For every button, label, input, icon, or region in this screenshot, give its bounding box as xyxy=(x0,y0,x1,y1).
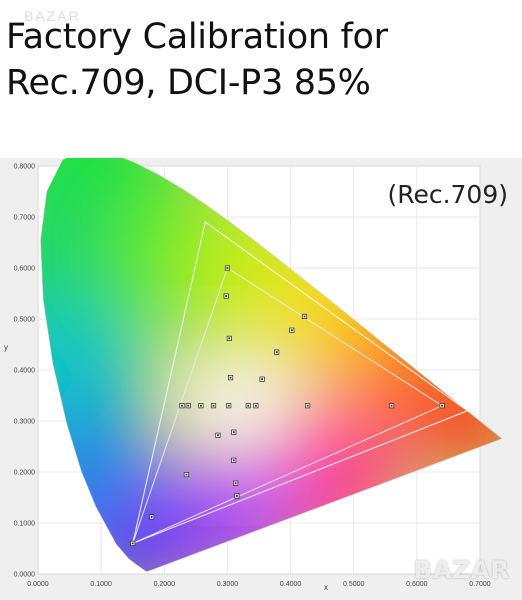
measurement-point-core xyxy=(234,482,237,485)
y-tick-label: 0.2000 xyxy=(14,470,36,477)
horseshoe-white-center xyxy=(170,345,311,466)
y-tick-label: 0.8000 xyxy=(14,164,36,171)
y-tick-label: 0.0000 xyxy=(14,572,36,579)
y-tick-label: 0.1000 xyxy=(14,521,36,528)
measurement-point-core xyxy=(275,351,278,354)
measurement-point-core xyxy=(200,404,202,407)
x-tick-label: 0.5000 xyxy=(343,581,365,588)
measurement-point-core xyxy=(441,404,444,407)
measurement-point-core xyxy=(290,329,293,332)
gamut-triangle xyxy=(131,221,469,545)
measurement-point-core xyxy=(150,515,153,518)
measurement-point-core xyxy=(185,473,188,476)
measurement-point-core xyxy=(236,495,238,497)
measurement-point-core xyxy=(229,376,232,379)
watermark-text: BAZAR xyxy=(24,8,81,24)
measured-points xyxy=(130,265,445,546)
cie-chromaticity-chart: 0.0000 0.1000 0.2000 0.3000 0.4000 0.5000 0.60… xyxy=(4,158,503,592)
x-tick-label: 0.3000 xyxy=(217,581,239,588)
x-axis-label: x xyxy=(324,583,328,592)
measurement-point-core xyxy=(212,404,215,407)
x-tick-label: 0.2000 xyxy=(154,581,176,588)
measurement-point-core xyxy=(187,404,190,407)
page-headline: Factory Calibration for Rec.709, DCI-P3 … xyxy=(6,14,518,106)
measurement-point-core xyxy=(232,431,235,434)
measurement-point-core xyxy=(227,404,230,407)
y-tick-label: 0.6000 xyxy=(14,266,36,273)
y-tick-label: 0.5000 xyxy=(14,317,36,324)
chart-panel: 0.0000 0.1000 0.2000 0.3000 0.4000 0.5000 0.60… xyxy=(0,158,522,600)
measurement-point-core xyxy=(390,404,393,407)
logo-watermark: BAZAR xyxy=(413,556,510,584)
measurement-point-core xyxy=(226,267,229,269)
x-tick-label: 0.6000 xyxy=(406,581,428,588)
x-tick-label: 0.0000 xyxy=(27,581,49,588)
measurement-point-core xyxy=(131,542,134,545)
x-tick-label: 0.7000 xyxy=(469,581,491,588)
measurement-point-core xyxy=(254,404,257,407)
measurement-point-core xyxy=(232,459,235,462)
chart-annotation: (Rec.709) xyxy=(387,180,508,209)
spectral-locus-outline xyxy=(40,158,503,572)
measurement-point-core xyxy=(225,295,228,297)
y-tick-labels: 0.0000 0.1000 0.2000 0.3000 0.4000 0.5000 0.60… xyxy=(14,164,36,579)
y-tick-label: 0.7000 xyxy=(14,215,36,222)
measurement-point-core xyxy=(217,434,219,437)
measurement-point-core xyxy=(303,315,306,318)
measurement-point-core xyxy=(306,404,309,407)
y-tick-label: 0.3000 xyxy=(14,419,36,426)
headline-line-1: Factory Calibration for xyxy=(6,17,388,57)
headline-line-2: Rec.709, DCI-P3 85% xyxy=(6,63,371,103)
white-point-glow xyxy=(170,345,311,466)
y-tick-label: 0.4000 xyxy=(14,368,36,375)
x-tick-label: 0.4000 xyxy=(280,581,302,588)
measurement-point-core xyxy=(228,337,231,340)
x-tick-labels: 0.0000 0.1000 0.2000 0.3000 0.4000 0.5000 0.60… xyxy=(27,581,491,588)
measurement-point-core xyxy=(247,404,250,407)
x-tick-label: 0.1000 xyxy=(90,581,112,588)
measurement-point-core xyxy=(181,404,183,407)
y-axis-label: y xyxy=(4,343,8,352)
measurement-point-core xyxy=(261,378,264,381)
